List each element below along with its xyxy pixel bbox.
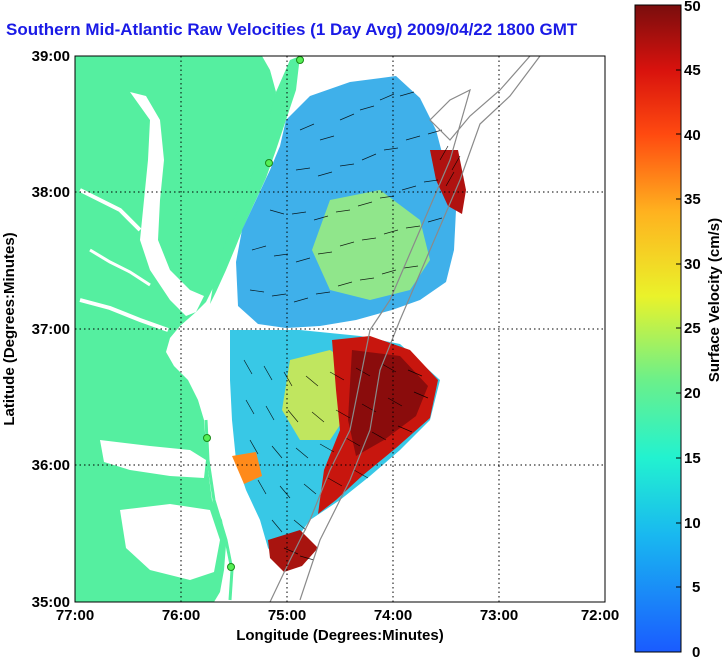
bathymetry-contour: [269, 56, 531, 602]
colorbar-tick-label: 35: [684, 191, 701, 208]
y-tick-label: 39:00: [32, 48, 70, 65]
colorbar-label: Surface Velocity (cm/s): [706, 218, 723, 382]
x-axis-label: Longitude (Degrees:Minutes): [236, 627, 444, 644]
velocity-orange-spot: [232, 452, 262, 484]
x-tick-label: 77:00: [56, 607, 94, 624]
velocity-warm-band: [312, 190, 430, 300]
colorbar-ticks: [676, 4, 681, 588]
x-tick-label: 72:00: [581, 607, 619, 624]
y-axis-label: Latitude (Degrees:Minutes): [1, 232, 18, 425]
grid-lines: [75, 56, 605, 602]
radar-site-marker: [227, 563, 235, 571]
colorbar-tick-label: 10: [684, 515, 701, 532]
y-tick-label: 38:00: [32, 184, 70, 201]
colorbar-tick-label: 30: [684, 256, 701, 273]
radar-site-marker: [265, 159, 273, 167]
bathymetry-contour-2: [299, 56, 541, 601]
colorbar-tick-label: 25: [684, 320, 701, 337]
colorbar-tick-label: 40: [684, 127, 701, 144]
map-title: Southern Mid-Atlantic Raw Velocities (1 …: [6, 20, 578, 39]
velocity-arrows: [243, 91, 461, 561]
x-tick-label: 74:00: [374, 607, 412, 624]
colorbar: [634, 4, 682, 653]
river-rappahannock: [89, 248, 151, 287]
y-tick-label: 36:00: [32, 457, 70, 474]
x-tick-label: 75:00: [268, 607, 306, 624]
radar-site-marker: [203, 434, 211, 442]
y-tick-label: 35:00: [32, 594, 70, 611]
colorbar-tick-label: 50: [684, 0, 701, 15]
colorbar-tick-label: 20: [684, 385, 701, 402]
sound-pamlico: [120, 504, 220, 580]
river-james: [79, 298, 169, 332]
colorbar-tick-label: 15: [684, 450, 701, 467]
velocity-high-southtip: [268, 530, 318, 572]
radar-site-marker: [296, 56, 304, 64]
river-potomac: [79, 188, 142, 232]
colorbar-tick-label: 45: [684, 62, 701, 79]
x-tick-label: 76:00: [162, 607, 200, 624]
land-peninsula: [210, 56, 300, 304]
outer-banks: [204, 419, 234, 601]
y-tick-label: 37:00: [32, 321, 70, 338]
velocity-high-core: [348, 350, 428, 456]
colorbar-tick-label: 5: [692, 579, 700, 596]
colorbar-tick-label: 0: [692, 644, 700, 659]
chesapeake-bay: [130, 92, 204, 316]
sound-albemarle: [100, 440, 206, 478]
x-tick-label: 73:00: [480, 607, 518, 624]
